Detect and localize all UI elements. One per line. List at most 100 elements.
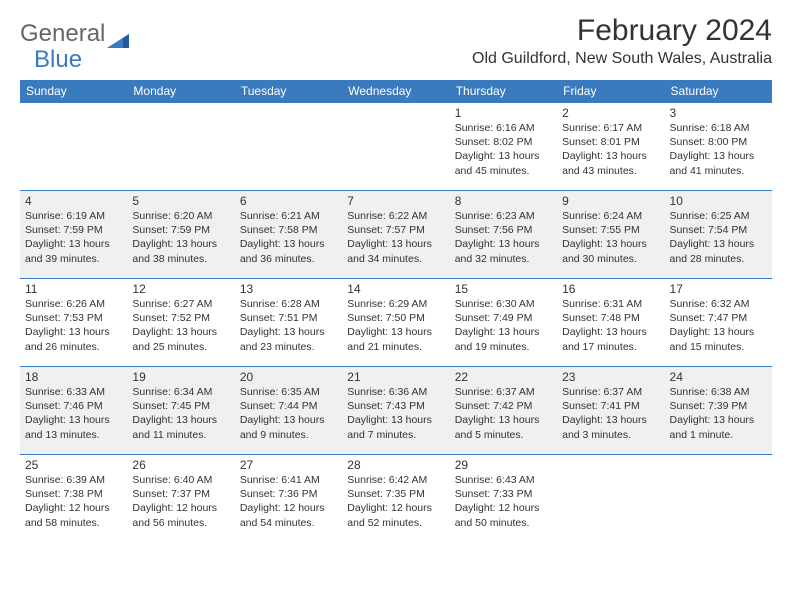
day-number: 28 (347, 458, 444, 472)
calendar-table: SundayMondayTuesdayWednesdayThursdayFrid… (20, 80, 772, 543)
day-number: 11 (25, 282, 122, 296)
day-info: Sunrise: 6:16 AMSunset: 8:02 PMDaylight:… (455, 121, 552, 178)
day-cell: 17Sunrise: 6:32 AMSunset: 7:47 PMDayligh… (665, 279, 772, 367)
day-cell: 18Sunrise: 6:33 AMSunset: 7:46 PMDayligh… (20, 367, 127, 455)
empty-cell (127, 103, 234, 191)
empty-cell (557, 455, 664, 543)
day-info: Sunrise: 6:43 AMSunset: 7:33 PMDaylight:… (455, 473, 552, 530)
day-info: Sunrise: 6:19 AMSunset: 7:59 PMDaylight:… (25, 209, 122, 266)
day-number: 27 (240, 458, 337, 472)
day-cell: 28Sunrise: 6:42 AMSunset: 7:35 PMDayligh… (342, 455, 449, 543)
month-title: February 2024 (472, 14, 772, 48)
day-cell: 19Sunrise: 6:34 AMSunset: 7:45 PMDayligh… (127, 367, 234, 455)
week-row: 18Sunrise: 6:33 AMSunset: 7:46 PMDayligh… (20, 367, 772, 455)
day-cell: 1Sunrise: 6:16 AMSunset: 8:02 PMDaylight… (450, 103, 557, 191)
day-header-row: SundayMondayTuesdayWednesdayThursdayFrid… (20, 80, 772, 103)
title-block: February 2024 Old Guildford, New South W… (472, 14, 772, 68)
day-info: Sunrise: 6:37 AMSunset: 7:42 PMDaylight:… (455, 385, 552, 442)
day-info: Sunrise: 6:22 AMSunset: 7:57 PMDaylight:… (347, 209, 444, 266)
empty-cell (342, 103, 449, 191)
empty-cell (665, 455, 772, 543)
day-number: 16 (562, 282, 659, 296)
day-info: Sunrise: 6:40 AMSunset: 7:37 PMDaylight:… (132, 473, 229, 530)
day-cell: 26Sunrise: 6:40 AMSunset: 7:37 PMDayligh… (127, 455, 234, 543)
day-number: 15 (455, 282, 552, 296)
day-number: 20 (240, 370, 337, 384)
location: Old Guildford, New South Wales, Australi… (472, 50, 772, 68)
day-cell: 29Sunrise: 6:43 AMSunset: 7:33 PMDayligh… (450, 455, 557, 543)
day-number: 9 (562, 194, 659, 208)
day-cell: 9Sunrise: 6:24 AMSunset: 7:55 PMDaylight… (557, 191, 664, 279)
day-info: Sunrise: 6:24 AMSunset: 7:55 PMDaylight:… (562, 209, 659, 266)
day-info: Sunrise: 6:33 AMSunset: 7:46 PMDaylight:… (25, 385, 122, 442)
day-number: 13 (240, 282, 337, 296)
day-number: 17 (670, 282, 767, 296)
day-number: 8 (455, 194, 552, 208)
day-cell: 4Sunrise: 6:19 AMSunset: 7:59 PMDaylight… (20, 191, 127, 279)
day-info: Sunrise: 6:32 AMSunset: 7:47 PMDaylight:… (670, 297, 767, 354)
logo-triangle-icon (107, 27, 129, 41)
day-number: 18 (25, 370, 122, 384)
day-number: 22 (455, 370, 552, 384)
day-info: Sunrise: 6:26 AMSunset: 7:53 PMDaylight:… (25, 297, 122, 354)
day-cell: 6Sunrise: 6:21 AMSunset: 7:58 PMDaylight… (235, 191, 342, 279)
day-info: Sunrise: 6:41 AMSunset: 7:36 PMDaylight:… (240, 473, 337, 530)
day-cell: 25Sunrise: 6:39 AMSunset: 7:38 PMDayligh… (20, 455, 127, 543)
day-number: 25 (25, 458, 122, 472)
day-cell: 24Sunrise: 6:38 AMSunset: 7:39 PMDayligh… (665, 367, 772, 455)
empty-cell (20, 103, 127, 191)
day-number: 12 (132, 282, 229, 296)
day-info: Sunrise: 6:31 AMSunset: 7:48 PMDaylight:… (562, 297, 659, 354)
day-info: Sunrise: 6:36 AMSunset: 7:43 PMDaylight:… (347, 385, 444, 442)
day-info: Sunrise: 6:30 AMSunset: 7:49 PMDaylight:… (455, 297, 552, 354)
day-number: 29 (455, 458, 552, 472)
week-row: 11Sunrise: 6:26 AMSunset: 7:53 PMDayligh… (20, 279, 772, 367)
day-cell: 15Sunrise: 6:30 AMSunset: 7:49 PMDayligh… (450, 279, 557, 367)
week-row: 4Sunrise: 6:19 AMSunset: 7:59 PMDaylight… (20, 191, 772, 279)
day-info: Sunrise: 6:34 AMSunset: 7:45 PMDaylight:… (132, 385, 229, 442)
day-cell: 16Sunrise: 6:31 AMSunset: 7:48 PMDayligh… (557, 279, 664, 367)
day-cell: 8Sunrise: 6:23 AMSunset: 7:56 PMDaylight… (450, 191, 557, 279)
day-number: 7 (347, 194, 444, 208)
day-number: 24 (670, 370, 767, 384)
day-number: 14 (347, 282, 444, 296)
day-header-cell: Thursday (450, 80, 557, 103)
day-cell: 22Sunrise: 6:37 AMSunset: 7:42 PMDayligh… (450, 367, 557, 455)
day-info: Sunrise: 6:37 AMSunset: 7:41 PMDaylight:… (562, 385, 659, 442)
logo: General (20, 20, 129, 48)
day-cell: 21Sunrise: 6:36 AMSunset: 7:43 PMDayligh… (342, 367, 449, 455)
day-cell: 2Sunrise: 6:17 AMSunset: 8:01 PMDaylight… (557, 103, 664, 191)
week-row: 1Sunrise: 6:16 AMSunset: 8:02 PMDaylight… (20, 103, 772, 191)
day-number: 6 (240, 194, 337, 208)
day-info: Sunrise: 6:20 AMSunset: 7:59 PMDaylight:… (132, 209, 229, 266)
day-info: Sunrise: 6:27 AMSunset: 7:52 PMDaylight:… (132, 297, 229, 354)
day-header-cell: Tuesday (235, 80, 342, 103)
day-header-cell: Monday (127, 80, 234, 103)
day-number: 3 (670, 106, 767, 120)
day-number: 2 (562, 106, 659, 120)
day-number: 10 (670, 194, 767, 208)
day-number: 21 (347, 370, 444, 384)
logo-text-blue: Blue (34, 46, 82, 74)
day-info: Sunrise: 6:39 AMSunset: 7:38 PMDaylight:… (25, 473, 122, 530)
day-cell: 3Sunrise: 6:18 AMSunset: 8:00 PMDaylight… (665, 103, 772, 191)
empty-cell (235, 103, 342, 191)
day-cell: 7Sunrise: 6:22 AMSunset: 7:57 PMDaylight… (342, 191, 449, 279)
day-number: 19 (132, 370, 229, 384)
day-info: Sunrise: 6:21 AMSunset: 7:58 PMDaylight:… (240, 209, 337, 266)
logo-text-general: General (20, 20, 105, 48)
day-number: 23 (562, 370, 659, 384)
day-cell: 10Sunrise: 6:25 AMSunset: 7:54 PMDayligh… (665, 191, 772, 279)
day-number: 26 (132, 458, 229, 472)
day-cell: 14Sunrise: 6:29 AMSunset: 7:50 PMDayligh… (342, 279, 449, 367)
day-cell: 12Sunrise: 6:27 AMSunset: 7:52 PMDayligh… (127, 279, 234, 367)
day-header-cell: Wednesday (342, 80, 449, 103)
day-info: Sunrise: 6:17 AMSunset: 8:01 PMDaylight:… (562, 121, 659, 178)
day-cell: 20Sunrise: 6:35 AMSunset: 7:44 PMDayligh… (235, 367, 342, 455)
day-info: Sunrise: 6:38 AMSunset: 7:39 PMDaylight:… (670, 385, 767, 442)
day-info: Sunrise: 6:28 AMSunset: 7:51 PMDaylight:… (240, 297, 337, 354)
day-header-cell: Saturday (665, 80, 772, 103)
day-cell: 5Sunrise: 6:20 AMSunset: 7:59 PMDaylight… (127, 191, 234, 279)
day-number: 1 (455, 106, 552, 120)
day-info: Sunrise: 6:42 AMSunset: 7:35 PMDaylight:… (347, 473, 444, 530)
